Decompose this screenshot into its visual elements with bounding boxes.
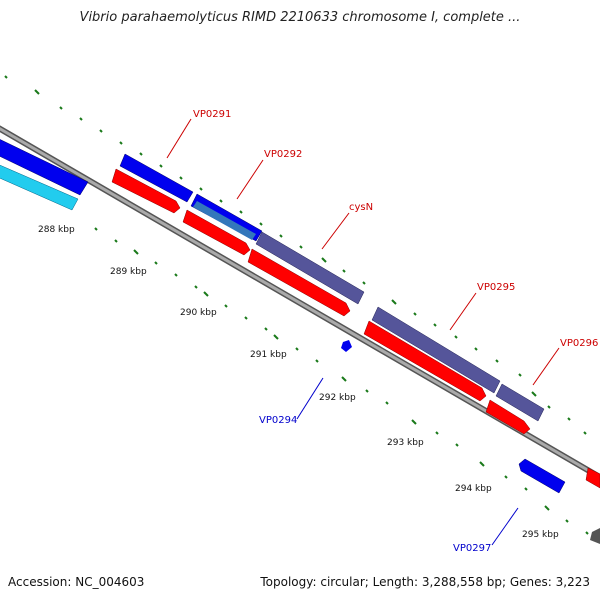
inner-tick-row [11, 179, 589, 535]
gene-feature-red-6[interactable] [585, 467, 600, 489]
gene-feature-red-3[interactable] [247, 248, 351, 317]
scale-label-290: 290 kbp [180, 308, 217, 318]
map-title: Vibrio parahaemolyticus RIMD 2210633 chr… [79, 10, 521, 25]
gene-feature-red-1[interactable] [111, 168, 181, 214]
scale-label-293: 293 kbp [387, 438, 424, 448]
gene-label-vp0292[interactable]: VP0292 [264, 149, 302, 160]
gene-feature-vp0296[interactable] [495, 383, 545, 422]
gene-feature-red-2[interactable] [182, 209, 251, 256]
scale-label-289: 289 kbp [110, 267, 147, 277]
gene-feature-vp0291[interactable] [119, 153, 194, 203]
scale-label-294: 294 kbp [455, 484, 492, 494]
gene-feature-left-blue[interactable] [0, 137, 89, 196]
accession-label: Accession: NC_004603 [8, 575, 145, 589]
gene-label-vp0291[interactable]: VP0291 [193, 109, 231, 120]
gene-label-vp0295[interactable]: VP0295 [477, 282, 515, 293]
gene-feature-vp0297[interactable] [518, 458, 566, 494]
gene-feature-red-5[interactable] [485, 399, 531, 435]
scale-label-288: 288 kbp [38, 225, 75, 235]
leader-line-vp0294 [296, 377, 324, 420]
genome-summary: Topology: circular; Length: 3,288,558 bp… [260, 575, 590, 589]
gene-feature-gray[interactable] [590, 528, 600, 544]
leader-line-vp0297 [491, 507, 519, 546]
scale-label-292: 292 kbp [319, 393, 356, 403]
gene-label-vp0294[interactable]: VP0294 [259, 415, 297, 426]
leader-line-vp0292 [236, 159, 264, 200]
outer-tick-row [4, 75, 587, 435]
scale-label-295: 295 kbp [522, 530, 559, 540]
leader-line-vp0291 [166, 118, 192, 159]
scale-label-291: 291 kbp [250, 350, 287, 360]
leader-line-cysn [321, 212, 350, 250]
gene-label-vp0297[interactable]: VP0297 [453, 543, 491, 554]
gene-label-vp0296[interactable]: VP0296 [560, 338, 598, 349]
gene-feature-red-4[interactable] [363, 320, 487, 402]
gene-feature-vp0292-overlap [193, 201, 256, 240]
chromosome-backbone-highlight [0, 127, 600, 479]
leader-line-vp0295 [449, 292, 477, 331]
gene-feature-left-cyan[interactable] [0, 163, 79, 211]
leader-line-vp0296 [532, 347, 560, 386]
gene-feature-vp0295[interactable] [371, 306, 501, 394]
gene-feature-cysn[interactable] [255, 231, 365, 305]
gene-label-cysn[interactable]: cysN [349, 202, 373, 213]
gene-feature-vp0294[interactable] [341, 340, 352, 352]
